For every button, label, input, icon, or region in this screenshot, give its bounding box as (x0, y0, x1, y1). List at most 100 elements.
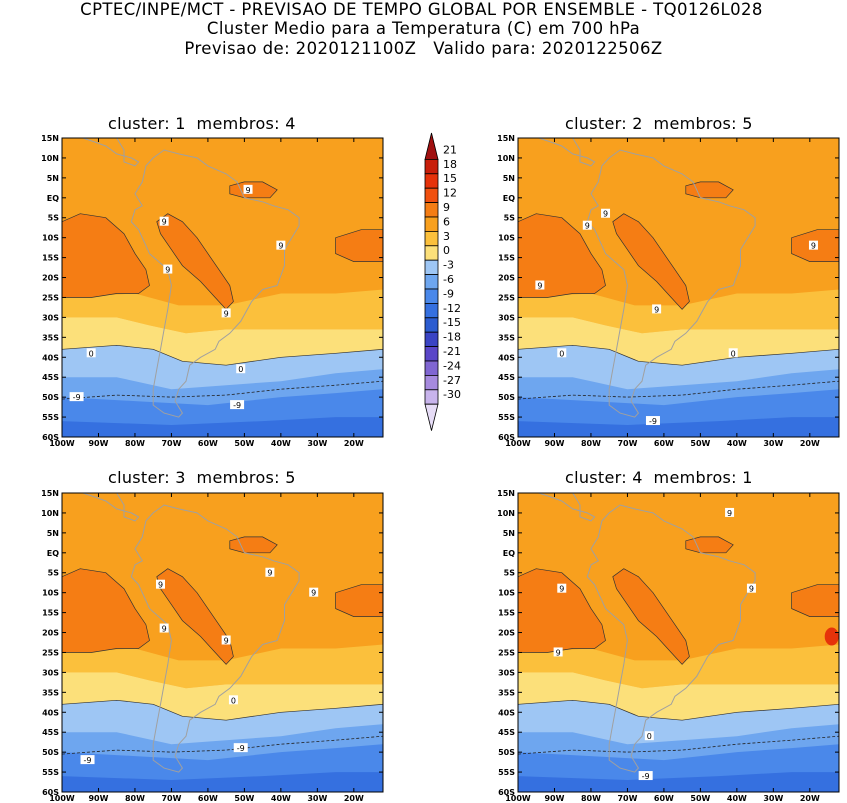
contour-label-text: 9 (162, 625, 167, 634)
lat-tick-label: 20S (42, 629, 59, 638)
contour-label: 9 (276, 240, 286, 251)
central-america-outline (518, 493, 596, 522)
south-america-outline (130, 504, 300, 773)
lat-tick-label: 30S (498, 313, 515, 322)
lat-tick-label: 25S (498, 293, 515, 302)
lat-tick-label: 45S (42, 728, 59, 737)
contour-region-warmAndes (612, 568, 690, 665)
contour-label-text: 9 (224, 637, 229, 646)
colorbar-label: 15 (443, 172, 457, 185)
lat-tick-label: 10N (41, 154, 59, 163)
colorbar-label: -9 (443, 287, 454, 300)
colorbar-label: 0 (443, 244, 450, 257)
contour-region-warmNorth (229, 536, 278, 554)
contour-region-warmAndes (156, 568, 234, 665)
lat-tick-label: 55S (42, 413, 59, 422)
lon-tick-label: 60W (198, 439, 218, 448)
panel-frame (517, 492, 840, 793)
lat-tick-label: EQ (503, 549, 515, 558)
contour-label-text: -9 (233, 401, 241, 410)
colorbar-swatch (424, 259, 439, 276)
lon-tick-label: 70W (617, 794, 637, 803)
colorbar-swatch (424, 302, 439, 319)
contour-label: 9 (155, 579, 165, 590)
contour-label: 9 (725, 507, 735, 518)
lon-tick-label: 50W (234, 439, 254, 448)
lon-tick-label: 60W (654, 794, 674, 803)
lat-tick-label: 5N (47, 174, 59, 183)
colorbar-swatch (424, 216, 439, 232)
lat-tick-label: 5S (504, 214, 516, 223)
colorbar-swatch (424, 317, 439, 333)
central-america-outline (62, 138, 140, 167)
lon-tick-label: 50W (690, 439, 710, 448)
lat-tick-label: 45S (42, 373, 59, 382)
lat-tick-label: 55S (498, 768, 515, 777)
lon-tick-label: 40W (727, 794, 747, 803)
colorbar-label: 21 (443, 143, 457, 156)
lon-tick-label: 90W (544, 439, 564, 448)
contour-label-text: 0 (559, 349, 564, 358)
lat-tick-label: 5N (47, 529, 59, 538)
lon-tick-label: 90W (88, 794, 108, 803)
colorbar-swatch (424, 360, 439, 376)
lat-tick-label: 5S (48, 569, 60, 578)
lat-tick-label: 60S (42, 788, 59, 797)
contour-region-warmWest (518, 568, 606, 653)
contour-region-warmEast (791, 584, 839, 617)
figure-title-line-3: Previsao de: 2020121100Z Valido para: 20… (184, 39, 663, 58)
contour-label: 9 (309, 587, 319, 598)
contour-label-text: 9 (158, 581, 163, 590)
contour-region-warmWest (62, 568, 150, 653)
lon-tick-label: 30W (763, 794, 783, 803)
contour-region-cool4 (62, 417, 383, 437)
contour-label-text: 9 (559, 585, 564, 594)
contour-region-warmWest (62, 213, 150, 298)
contour-label-text: 9 (749, 585, 754, 594)
lat-tick-label: 30S (498, 668, 515, 677)
lon-tick-label: 20W (344, 794, 364, 803)
panel-frame (517, 137, 840, 438)
lon-tick-label: 60W (198, 794, 218, 803)
lon-tick-label: 40W (727, 439, 747, 448)
contour-region-warmBand (518, 644, 839, 689)
lon-tick-label: 70W (161, 794, 181, 803)
colorbar-bottom-arrow (424, 403, 439, 431)
panel-title-2: cluster: 2 membros: 5 (565, 114, 753, 133)
contour-region-warmEast (335, 229, 383, 262)
contour-label: 9 (265, 567, 275, 578)
panel-title-3: cluster: 3 membros: 5 (108, 468, 296, 487)
colorbar-swatch (424, 374, 439, 391)
contour-label: 9 (159, 216, 169, 227)
contour-label: -9 (645, 416, 660, 426)
panel-frame (61, 492, 384, 793)
lat-tick-label: 15N (497, 134, 515, 143)
contour-label-text: 9 (603, 210, 608, 219)
contour-label-text: 9 (727, 509, 732, 518)
contour-label-text: 0 (89, 349, 94, 358)
figure-title-line-1: CPTEC/INPE/MCT - PREVISAO DE TEMPO GLOBA… (80, 0, 763, 19)
contour-label-text: 9 (537, 282, 542, 291)
contour-label: 9 (535, 280, 545, 291)
contour-label: 9 (221, 635, 231, 646)
lon-tick-label: 50W (690, 794, 710, 803)
lat-tick-label: 25S (42, 648, 59, 657)
lon-tick-label: 20W (344, 439, 364, 448)
lat-tick-label: 40S (42, 708, 59, 717)
contour-label: 0 (557, 348, 567, 358)
lat-tick-label: 15S (498, 254, 515, 263)
figure-title-line-2: Cluster Medio para a Temperatura (C) em … (206, 19, 641, 38)
lat-tick-label: 15S (42, 254, 59, 263)
contour-label: -9 (233, 743, 248, 753)
lon-tick-label: 90W (544, 794, 564, 803)
lon-tick-label: 30W (763, 439, 783, 448)
contour-label: 9 (163, 264, 173, 275)
contour-label: 0 (86, 348, 96, 358)
contour-region-cool4 (518, 417, 839, 437)
contour-region-warmNorth (685, 181, 734, 199)
contour-region-cool4 (62, 772, 383, 792)
lon-tick-label: 30W (307, 794, 327, 803)
colorbar-label: -15 (443, 316, 461, 329)
contour-region-warmAndes (612, 213, 690, 310)
colorbar-swatch (424, 187, 439, 203)
